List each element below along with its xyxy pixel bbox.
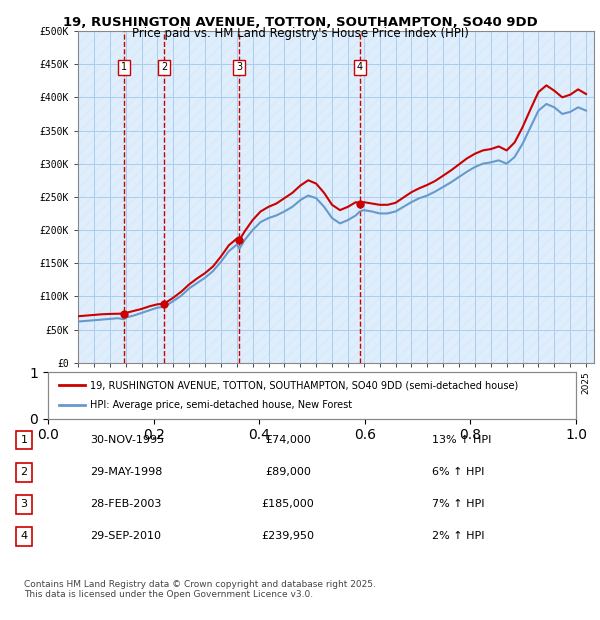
Text: 13% ↑ HPI: 13% ↑ HPI bbox=[432, 435, 491, 445]
Text: 2: 2 bbox=[161, 63, 167, 73]
Text: 1: 1 bbox=[20, 435, 28, 445]
Text: 2: 2 bbox=[20, 467, 28, 477]
Text: 29-MAY-1998: 29-MAY-1998 bbox=[90, 467, 163, 477]
Text: 7% ↑ HPI: 7% ↑ HPI bbox=[432, 499, 485, 509]
Text: 1: 1 bbox=[121, 63, 127, 73]
Text: 19, RUSHINGTON AVENUE, TOTTON, SOUTHAMPTON, SO40 9DD (semi-detached house): 19, RUSHINGTON AVENUE, TOTTON, SOUTHAMPT… bbox=[90, 380, 518, 390]
Text: Price paid vs. HM Land Registry's House Price Index (HPI): Price paid vs. HM Land Registry's House … bbox=[131, 27, 469, 40]
Text: 3: 3 bbox=[236, 63, 242, 73]
Text: £239,950: £239,950 bbox=[262, 531, 314, 541]
Text: £185,000: £185,000 bbox=[262, 499, 314, 509]
Text: 30-NOV-1995: 30-NOV-1995 bbox=[90, 435, 164, 445]
Text: 4: 4 bbox=[20, 531, 28, 541]
Bar bbox=[78, 31, 594, 363]
Text: £74,000: £74,000 bbox=[265, 435, 311, 445]
Text: Contains HM Land Registry data © Crown copyright and database right 2025.
This d: Contains HM Land Registry data © Crown c… bbox=[24, 580, 376, 599]
Text: £89,000: £89,000 bbox=[265, 467, 311, 477]
Text: 19, RUSHINGTON AVENUE, TOTTON, SOUTHAMPTON, SO40 9DD: 19, RUSHINGTON AVENUE, TOTTON, SOUTHAMPT… bbox=[62, 16, 538, 29]
Text: 29-SEP-2010: 29-SEP-2010 bbox=[90, 531, 161, 541]
Text: 2% ↑ HPI: 2% ↑ HPI bbox=[432, 531, 485, 541]
Text: 3: 3 bbox=[20, 499, 28, 509]
Text: 6% ↑ HPI: 6% ↑ HPI bbox=[432, 467, 484, 477]
Text: 28-FEB-2003: 28-FEB-2003 bbox=[90, 499, 161, 509]
Text: HPI: Average price, semi-detached house, New Forest: HPI: Average price, semi-detached house,… bbox=[90, 401, 352, 410]
Text: 4: 4 bbox=[357, 63, 363, 73]
